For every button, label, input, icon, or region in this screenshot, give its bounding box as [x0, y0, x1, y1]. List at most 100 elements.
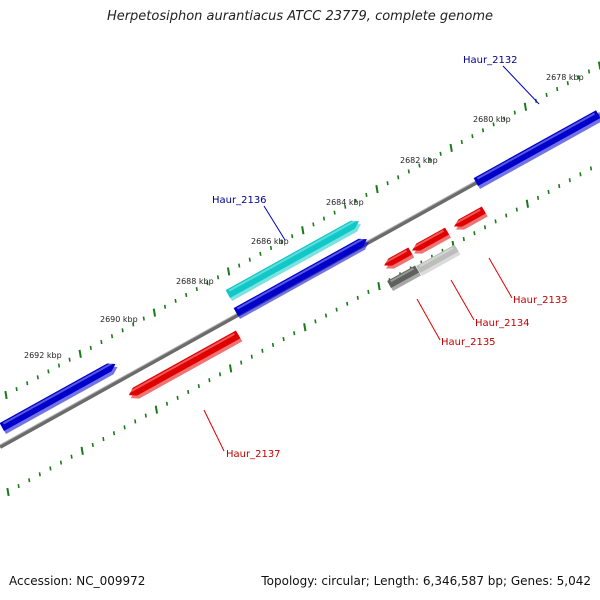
- outer-tick-2: [26, 381, 29, 386]
- outer-tick-23: [248, 257, 251, 262]
- outer-tick-25: [269, 245, 273, 250]
- inner-tick-52: [558, 184, 561, 189]
- gene-label-haur-2132[interactable]: Haur_2132: [463, 55, 518, 66]
- outer-tick-14: [152, 308, 157, 317]
- gene-haur-2131-highlight: [236, 237, 364, 310]
- inner-tick-55: [589, 166, 593, 171]
- gene-haur-2133-body: [454, 206, 486, 227]
- inner-tick-50: [536, 195, 540, 200]
- gene-haur-2135-a[interactable]: [384, 247, 415, 269]
- gene-label-haur-2134[interactable]: Haur_2134: [475, 318, 530, 329]
- outer-tick-29: [312, 222, 315, 227]
- outer-tick-10: [110, 334, 114, 339]
- gene-haur-2136-body: [225, 220, 359, 298]
- scale-label-2690: 2690 kbp: [100, 315, 138, 324]
- inner-tick-15: [165, 401, 169, 406]
- gene-haur-2138-body: [0, 363, 116, 431]
- gene-haur-2131[interactable]: [233, 237, 369, 319]
- inner-tick-18: [197, 384, 200, 389]
- outer-tick-46: [492, 122, 495, 127]
- outer-tick-32: [344, 204, 347, 209]
- outer-tick-26: [280, 239, 283, 245]
- callout-line-haur-2135: [416, 298, 441, 341]
- outer-tick-30: [322, 216, 326, 221]
- inner-tick-2: [28, 478, 31, 483]
- outer-tick-37: [397, 175, 400, 180]
- gene-haur-2138[interactable]: [0, 362, 118, 434]
- inner-tick-14: [154, 405, 159, 414]
- outer-tick-40: [428, 157, 432, 162]
- outer-tick-ring: [4, 61, 600, 400]
- inner-tick-23: [250, 354, 253, 359]
- gene-haur-2134-body: [416, 244, 459, 273]
- inner-tick-10: [112, 431, 116, 436]
- gene-callouts: [203, 65, 540, 452]
- gene-haur-2134[interactable]: [416, 244, 461, 276]
- inner-tick-21: [228, 364, 233, 373]
- inner-tick-24: [261, 348, 264, 353]
- outer-tick-17: [185, 292, 188, 298]
- outer-tick-51: [545, 92, 548, 98]
- outer-tick-34: [365, 192, 368, 198]
- outer-tick-1: [15, 387, 18, 392]
- inner-tick-22: [240, 360, 243, 365]
- inner-tick-33: [356, 295, 359, 300]
- outer-tick-27: [291, 234, 294, 239]
- gene-haur-2135[interactable]: [387, 265, 421, 291]
- callout-line-haur-2134: [450, 279, 475, 321]
- inner-tick-12: [134, 419, 137, 424]
- callout-line-haur-2137: [203, 409, 225, 452]
- outer-tick-35: [375, 184, 379, 194]
- gene-haur-2137[interactable]: [128, 330, 243, 399]
- outer-tick-55: [587, 69, 591, 74]
- outer-tick-5: [57, 363, 61, 368]
- outer-tick-18: [195, 287, 198, 292]
- inner-tick-7: [80, 446, 84, 455]
- callout-line-haur-2133: [488, 257, 513, 299]
- outer-tick-20: [216, 275, 220, 280]
- inner-tick-46: [494, 219, 497, 224]
- gene-haur-2138-highlight: [2, 362, 113, 425]
- inner-tick-6: [70, 454, 73, 459]
- scale-label-2692: 2692 kbp: [24, 351, 62, 360]
- genome-summary-text: Topology: circular; Length: 6,346,587 bp…: [261, 574, 591, 588]
- outer-tick-43: [460, 139, 463, 145]
- gene-haur-2132-highlight: [476, 112, 595, 180]
- outer-tick-8: [89, 345, 92, 350]
- outer-tick-47: [503, 116, 506, 121]
- gene-haur-2137-body: [128, 330, 241, 396]
- outer-tick-33: [354, 198, 357, 203]
- outer-tick-38: [407, 169, 410, 174]
- inner-tick-20: [218, 372, 222, 377]
- outer-tick-41: [439, 151, 442, 156]
- inner-tick-43: [462, 236, 465, 242]
- gene-label-haur-2136[interactable]: Haur_2136: [212, 195, 267, 206]
- gene-haur-2134-highlight: [419, 246, 454, 268]
- callout-line-haur-2132: [502, 65, 540, 105]
- gene-label-haur-2137[interactable]: Haur_2137: [226, 449, 281, 460]
- inner-tick-49: [525, 199, 530, 208]
- outer-tick-22: [238, 263, 241, 268]
- accession-text: Accession: NC_009972: [9, 574, 146, 588]
- scale-label-2682: 2682 kbp: [400, 156, 438, 165]
- inner-tick-53: [568, 178, 571, 183]
- inner-tick-54: [579, 172, 582, 177]
- gene-haur-2132[interactable]: [473, 110, 600, 189]
- gene-label-haur-2133[interactable]: Haur_2133: [513, 295, 568, 306]
- gene-haur-2134-a[interactable]: [412, 227, 451, 254]
- gene-haur-2136-highlight: [228, 219, 356, 292]
- outer-tick-44: [471, 134, 474, 139]
- inner-tick-31: [335, 307, 338, 312]
- outer-tick-24: [259, 251, 262, 256]
- gene-label-haur-2135[interactable]: Haur_2135: [441, 337, 496, 348]
- gene-features: [0, 110, 600, 434]
- gene-haur-2136[interactable]: [225, 219, 361, 301]
- outer-tick-19: [206, 281, 209, 286]
- outer-tick-52: [556, 87, 559, 92]
- gene-haur-2133[interactable]: [454, 206, 488, 230]
- inner-tick-8: [91, 442, 94, 447]
- gene-haur-2134-a-highlight: [413, 229, 444, 249]
- inner-tick-32: [346, 301, 349, 306]
- inner-tick-1: [17, 484, 20, 489]
- scale-label-2684: 2684 kbp: [326, 198, 364, 207]
